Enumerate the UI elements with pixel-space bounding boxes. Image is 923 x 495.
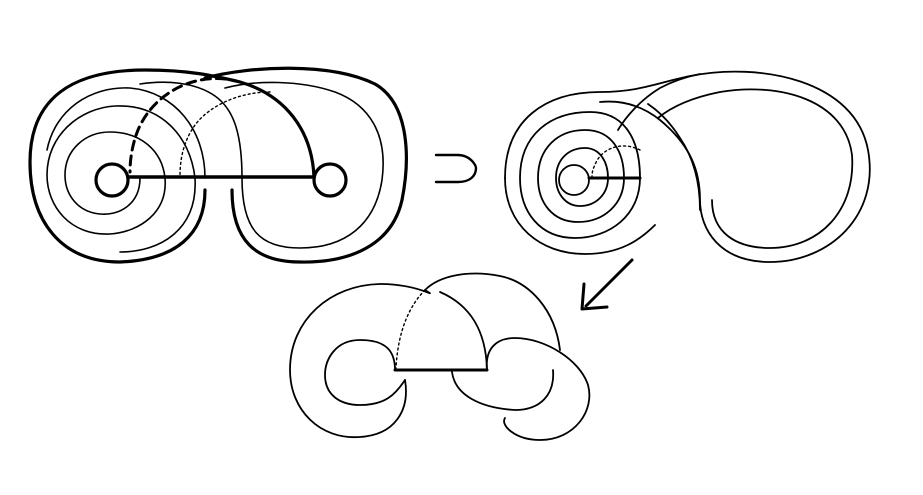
band-dotted xyxy=(591,145,641,179)
band-inner-edge xyxy=(657,88,854,249)
arc-dashed xyxy=(128,77,242,174)
hole-left xyxy=(94,162,130,198)
arc-solid xyxy=(238,80,316,179)
curve-top-arc xyxy=(424,272,561,351)
right-lobe-inner xyxy=(224,81,384,249)
curve-lower-twist xyxy=(451,369,554,411)
curve-outer-loop xyxy=(324,339,406,406)
curve-right-loop xyxy=(485,337,591,441)
band-crossing xyxy=(617,73,701,131)
band-crossing-lower xyxy=(647,103,701,211)
outer-boundary-left xyxy=(28,68,242,264)
superset-icon xyxy=(434,153,478,184)
arrow-shaft xyxy=(584,258,634,308)
arc-dotted xyxy=(179,91,271,177)
outer-boundary-right xyxy=(203,66,408,264)
transition-arrow xyxy=(580,258,634,311)
spiral-ring-2 xyxy=(46,87,206,179)
panel-annular-band xyxy=(504,70,871,263)
panel-resulting-curve xyxy=(289,272,591,441)
band-spiral-2 xyxy=(537,129,625,223)
curve-right-inner xyxy=(439,291,488,371)
band-outer-edge xyxy=(504,70,871,263)
band-outer-lower xyxy=(504,177,656,255)
panel-disk-with-spirals xyxy=(28,66,408,264)
curve-dotted xyxy=(395,289,426,369)
hole-right xyxy=(312,162,348,198)
curve-big-arc xyxy=(289,283,431,438)
spiral-ring-1 xyxy=(46,105,196,253)
band-hole xyxy=(558,164,590,196)
spiral-ring-3 xyxy=(139,81,243,179)
arrow-down-left-icon xyxy=(580,282,609,311)
containment-symbol xyxy=(434,153,478,184)
